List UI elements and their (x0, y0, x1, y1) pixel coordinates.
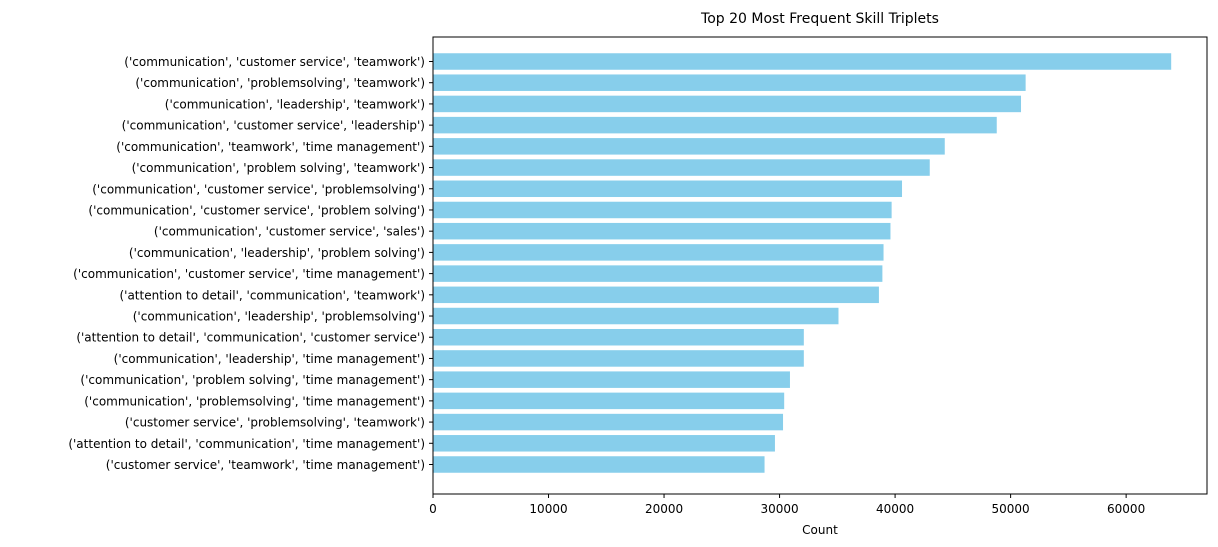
category-label: ('communication', 'customer service', 't… (73, 267, 425, 281)
plot-frame (432, 36, 1208, 495)
bar (433, 350, 804, 367)
bar (433, 159, 930, 176)
bar (433, 244, 884, 261)
x-tick-label: 60000 (1107, 502, 1145, 516)
bar (433, 74, 1026, 91)
x-tick-label: 20000 (645, 502, 683, 516)
x-tick-label: 40000 (876, 502, 914, 516)
category-label: ('communication', 'problemsolving', 'tea… (135, 76, 425, 90)
category-label: ('communication', 'leadership', 'teamwor… (165, 97, 425, 111)
x-tick-label: 0 (429, 502, 437, 516)
category-label: ('customer service', 'teamwork', 'time m… (106, 458, 425, 472)
x-tick-label: 10000 (529, 502, 567, 516)
category-labels-group: ('communication', 'customer service', 't… (68, 55, 433, 472)
bar (433, 265, 883, 282)
category-label: ('communication', 'problemsolving', 'tim… (84, 394, 425, 408)
bars-group (433, 53, 1172, 473)
category-label: ('attention to detail', 'communication',… (119, 288, 425, 302)
category-label: ('communication', 'teamwork', 'time mana… (116, 140, 425, 154)
bar (433, 413, 784, 431)
category-label: ('communication', 'customer service', 'p… (92, 182, 425, 196)
category-label: ('communication', 'customer service', 'l… (122, 119, 425, 133)
category-label: ('attention to detail', 'communication',… (68, 437, 425, 451)
category-label: ('customer service', 'problemsolving', '… (125, 416, 425, 430)
x-tick-label: 50000 (992, 502, 1030, 516)
x-axis: 0 10000 20000 30000 40000 50000 60000 (429, 494, 1145, 516)
category-label: ('communication', 'problem solving', 'te… (132, 161, 425, 175)
bar (433, 307, 839, 325)
bar (433, 435, 775, 452)
category-label: ('communication', 'customer service', 's… (154, 225, 425, 239)
category-label: ('communication', 'customer service', 'p… (88, 203, 425, 217)
bar (433, 371, 790, 388)
category-label: ('communication', 'leadership', 'time ma… (114, 352, 425, 366)
bar (433, 286, 879, 304)
category-label: ('communication', 'leadership', 'problem… (129, 246, 425, 260)
category-label: ('communication', 'customer service', 't… (124, 55, 425, 69)
bar (433, 180, 903, 198)
bar (433, 392, 785, 410)
bar (433, 222, 891, 240)
bar (433, 95, 1022, 113)
bar (433, 53, 1172, 70)
category-label: ('communication', 'problem solving', 'ti… (80, 373, 425, 387)
category-label: ('communication', 'leadership', 'problem… (133, 310, 425, 324)
x-tick-label: 30000 (760, 502, 798, 516)
bar (433, 116, 997, 134)
x-axis-label: Count (802, 523, 838, 537)
bar (433, 201, 892, 219)
category-label: ('attention to detail', 'communication',… (76, 331, 425, 345)
bar (433, 456, 765, 473)
bar (433, 138, 945, 155)
bar (433, 328, 804, 346)
chart-title: Top 20 Most Frequent Skill Triplets (700, 11, 939, 27)
